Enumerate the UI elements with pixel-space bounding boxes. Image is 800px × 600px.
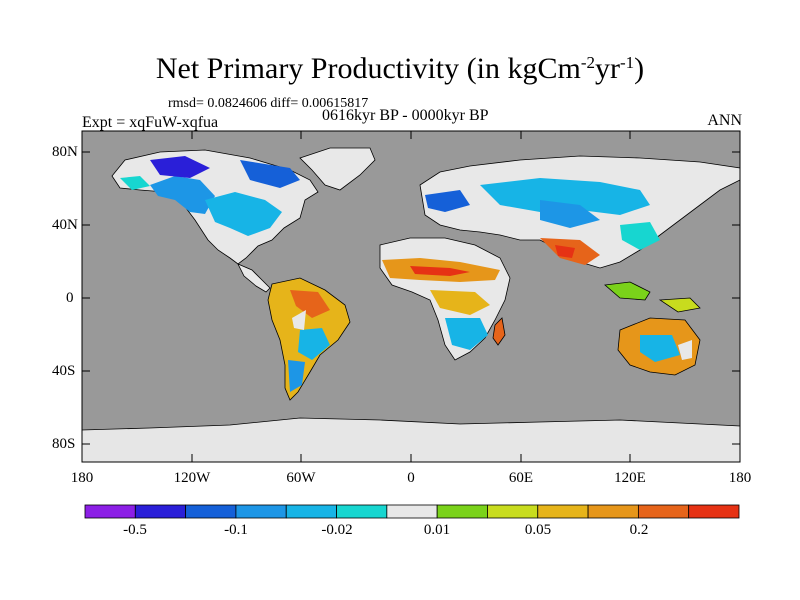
colorbar-cell <box>688 504 740 519</box>
colorbar-cell <box>386 504 438 519</box>
lat-label-80s: 80S <box>52 436 76 452</box>
europe-blue-patch <box>425 190 470 212</box>
map-title: Net Primary Productivity (in kgCm-2yr-1) <box>155 52 645 85</box>
map-ticks <box>81 131 741 462</box>
colorbar-label-6: 0.2 <box>629 522 649 538</box>
colorbar-cell <box>487 504 539 519</box>
landmass-new-guinea <box>658 297 701 313</box>
lon-label-120w: 120W <box>173 470 211 486</box>
landmass-greenland <box>299 147 376 191</box>
stats-label: rmsd= 0.0824606 diff= 0.00615817 <box>168 96 369 111</box>
lon-label-60w: 60W <box>286 470 316 486</box>
sa-cyan-patch <box>298 328 330 360</box>
colorbar-cell <box>587 504 639 519</box>
landmass-central-america <box>237 263 271 293</box>
africa-yellow-patch <box>430 290 490 315</box>
india-red-patch <box>555 245 575 258</box>
lat-label-80n: 80N <box>52 144 78 160</box>
colorbar-label-5: 0.05 <box>524 522 552 538</box>
colorbar-cell <box>84 504 136 519</box>
asia-cyan-patch <box>480 178 650 215</box>
na-dark-blue-patch <box>150 156 210 178</box>
colorbar-label-4: 0.01 <box>423 522 451 538</box>
season-label: ANN <box>707 112 742 129</box>
africa-cyan-patch <box>445 318 488 350</box>
colorbar-label-3: -0.02 <box>321 522 353 538</box>
na-teal-patch <box>120 176 150 190</box>
lat-label-0: 0 <box>66 290 74 306</box>
lon-label-120e: 120E <box>614 470 646 486</box>
na-cyan-patch <box>205 192 282 236</box>
colorbar-cell <box>537 504 589 519</box>
sa-orange-patch <box>290 290 330 318</box>
colorbar-label-1: -0.5 <box>123 522 147 538</box>
colorbar-cell <box>285 504 337 519</box>
australia-cyan-patch <box>640 335 680 362</box>
colorbar-cell <box>235 504 287 519</box>
colorbar-label-2: -0.1 <box>224 522 248 538</box>
colorbar-cell <box>436 504 488 519</box>
lon-label-0: 0 <box>407 470 415 486</box>
colorbar-cell <box>336 504 388 519</box>
china-teal-patch <box>620 222 660 250</box>
lon-label-180w: 180 <box>70 470 94 486</box>
colorbar-cell <box>637 504 690 519</box>
lat-label-40n: 40N <box>52 217 78 233</box>
sa-white-patch <box>292 310 306 330</box>
lon-label-180e: 180 <box>728 470 752 486</box>
asia-blue-patch <box>540 200 600 228</box>
lat-label-40s: 40S <box>52 363 76 379</box>
africa-red-band <box>410 266 470 276</box>
lon-label-60e: 60E <box>508 470 534 486</box>
na-blue-patch <box>150 176 215 214</box>
colorbar-cell <box>185 504 237 519</box>
colorbar-cell <box>134 504 187 519</box>
australia-white-patch <box>678 340 692 360</box>
period-label: 0616kyr BP - 0000kyr BP <box>322 107 489 124</box>
landmass-madagascar <box>492 317 506 346</box>
colorbar <box>84 504 740 519</box>
landmass-se-asia <box>604 281 651 301</box>
experiment-label: Expt = xqFuW-xqfua <box>82 114 219 131</box>
sa-blue-patch <box>288 360 305 392</box>
na-blue-patch-2 <box>240 160 300 188</box>
